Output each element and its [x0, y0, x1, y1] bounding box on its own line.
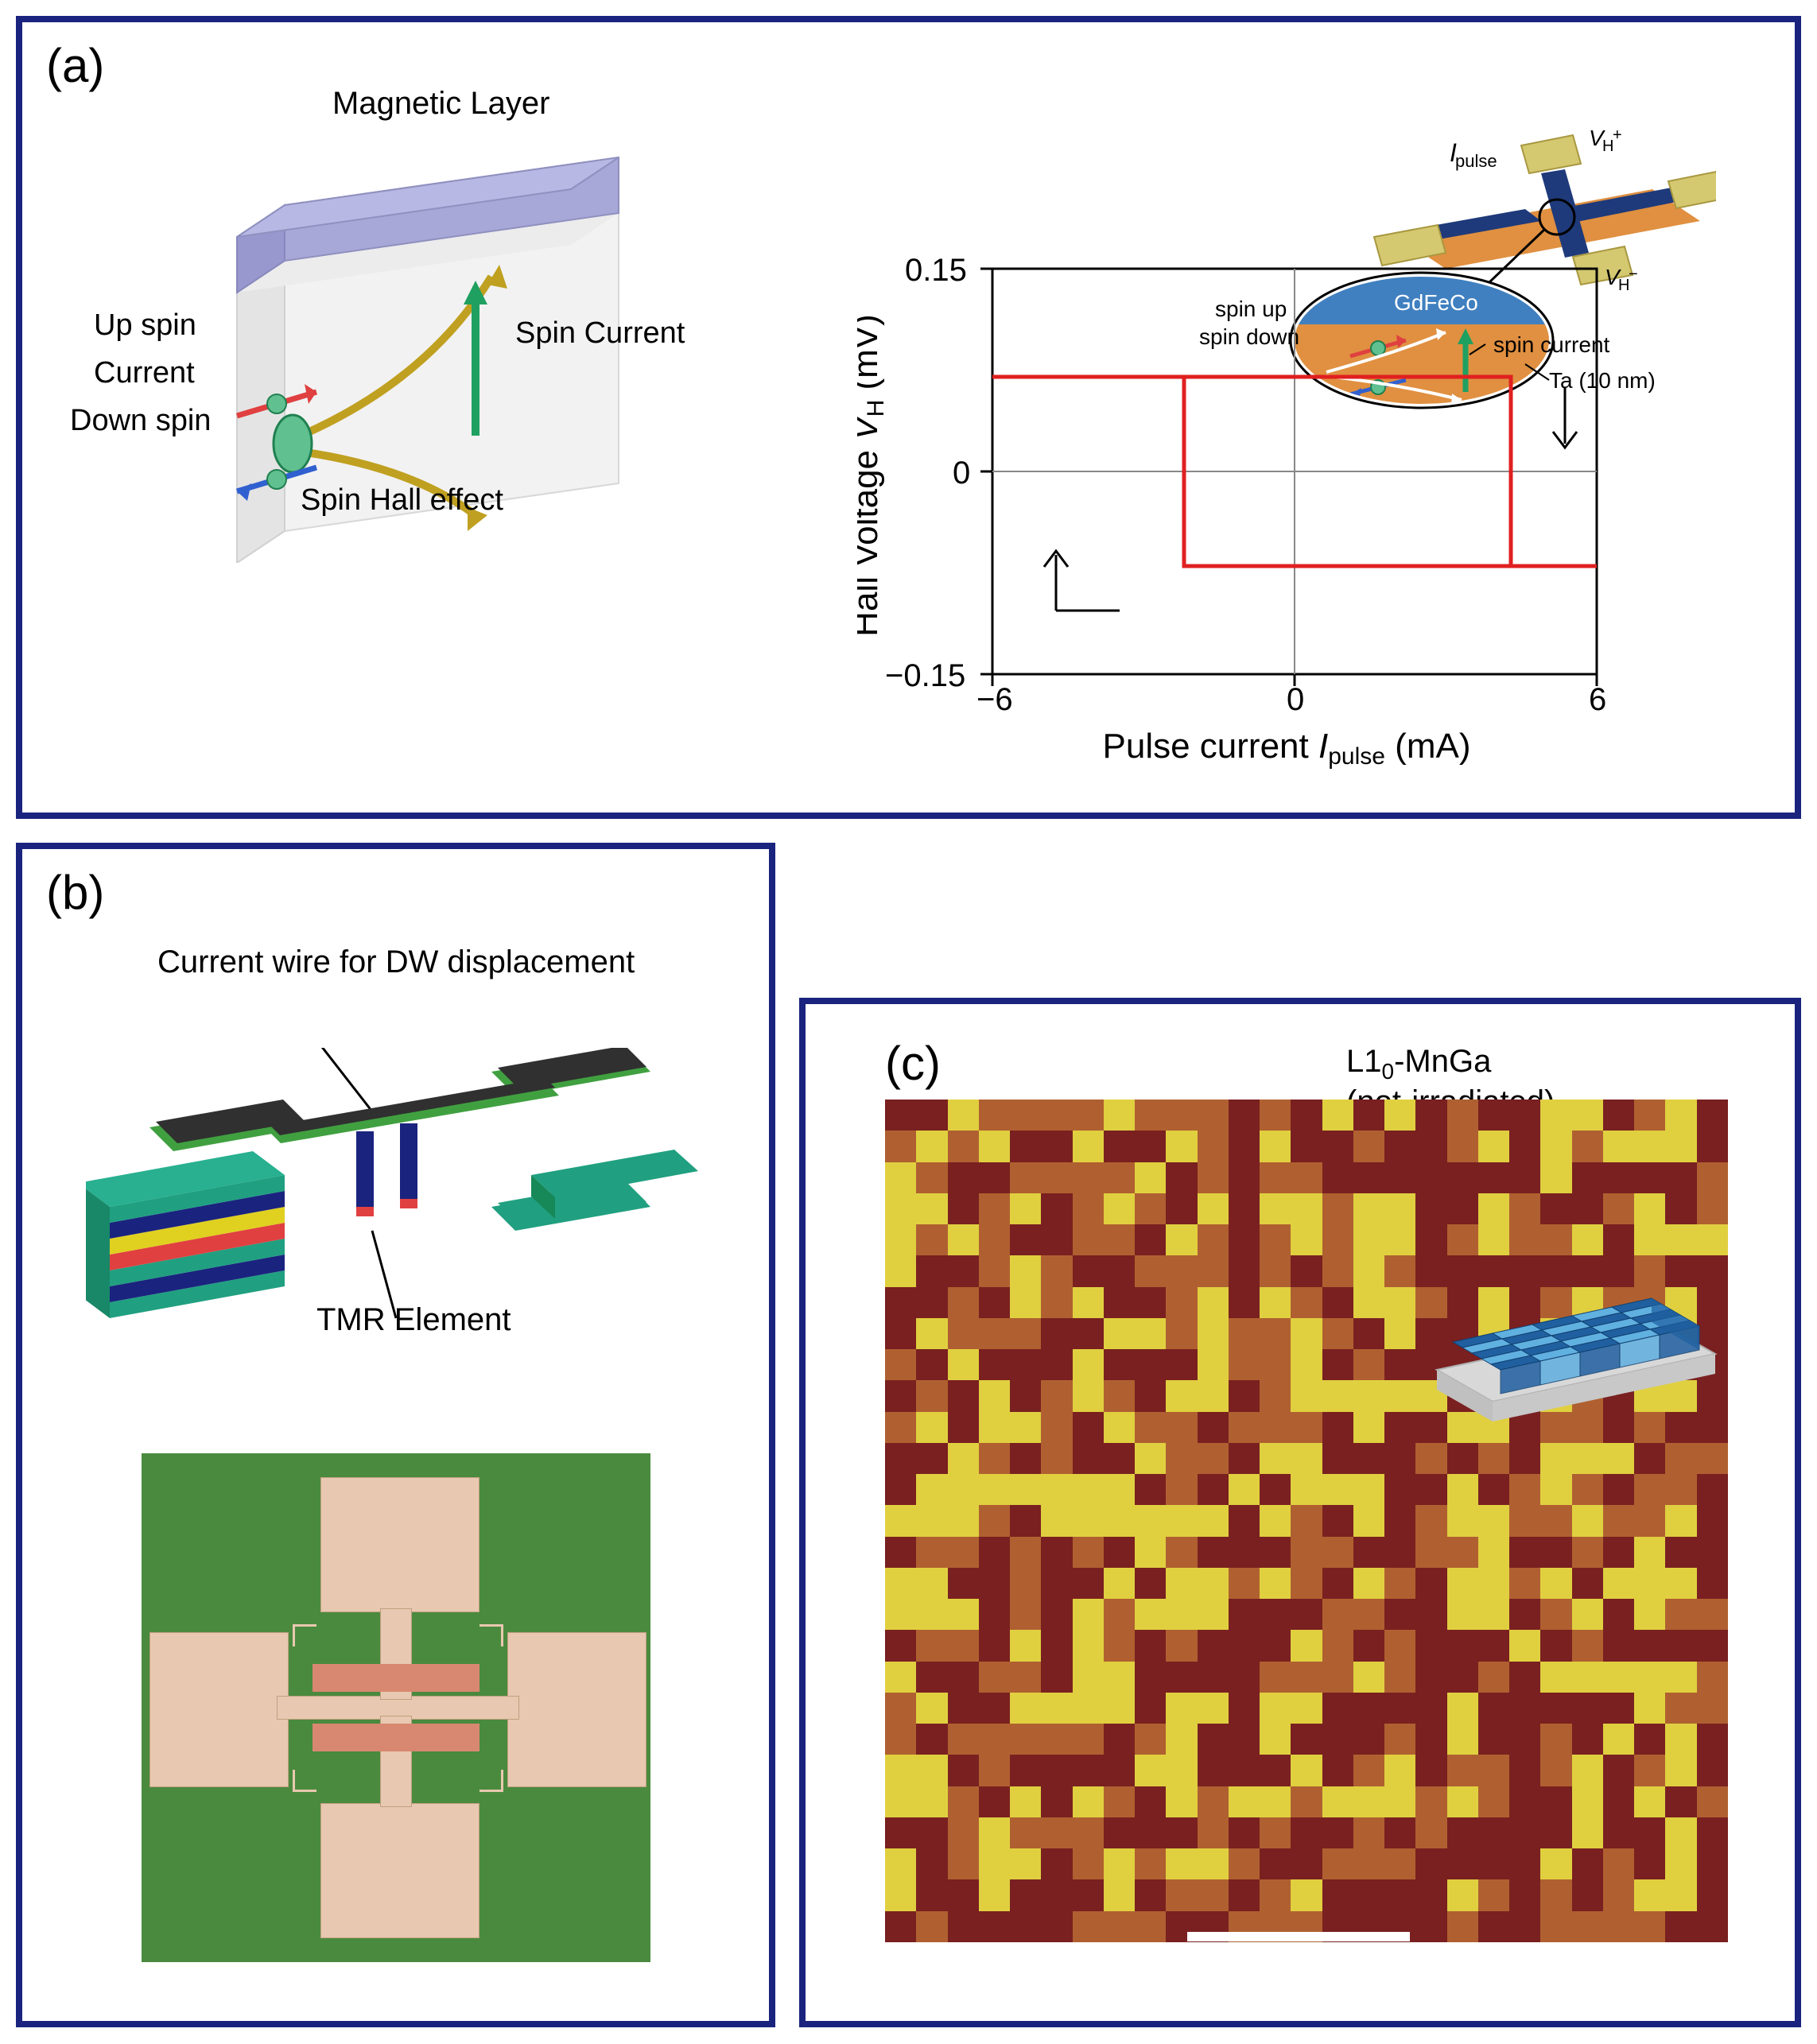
- current-label: Current: [94, 356, 195, 390]
- ylabel: Hall Voltage VH (mV): [857, 314, 889, 637]
- dw-device-schematic: [86, 1048, 722, 1382]
- scale-bar-label: 500 nm: [1203, 1945, 1330, 1989]
- ytick-0: 0: [953, 456, 970, 491]
- magnetic-layer-label: Magnetic Layer: [332, 86, 549, 122]
- scale-bar: [1187, 1932, 1410, 1941]
- panel-c-label: (c): [885, 1036, 941, 1091]
- xtick-0: 0: [1287, 682, 1304, 717]
- ipulse-sub: pulse: [1455, 151, 1497, 171]
- gdfeco-label: GdFeCo: [1394, 290, 1478, 315]
- svg-text:+: +: [1613, 126, 1622, 144]
- spin-hall-effect-label: Spin Hall effect: [301, 483, 503, 518]
- panel-b: (b) Current wire for DW displacement TMR…: [16, 843, 775, 2027]
- panel-c: (c) A1-MnGa (irradiated) L10-MnGa(not-ir…: [799, 998, 1801, 2027]
- xlabel: Pulse current Ipulse (mA): [1103, 727, 1471, 770]
- mnga-3d-block: [1413, 1211, 1731, 1418]
- spin-up-text: spin up: [1215, 297, 1287, 321]
- spin-down-text: spin down: [1199, 324, 1299, 349]
- chart-svg: I pulse V H + V H − GdFeCo: [857, 70, 1716, 770]
- xtick-6: 6: [1589, 682, 1606, 717]
- spin-current-label: Spin Current: [515, 316, 685, 351]
- panel-a-label: (a): [46, 38, 104, 93]
- down-spin-label: Down spin: [70, 404, 211, 438]
- dw-wire-label: Current wire for DW displacement: [157, 944, 635, 980]
- xtick-neg6: −6: [976, 682, 1013, 717]
- ytick-hi: 0.15: [905, 253, 967, 288]
- ytick-lo: −0.15: [885, 658, 965, 693]
- panel-b-label: (b): [46, 865, 104, 920]
- hall-chart: I pulse V H + V H − GdFeCo: [857, 70, 1716, 770]
- optical-micrograph: [142, 1453, 650, 1962]
- panel-a: (a): [16, 16, 1801, 819]
- svg-text:−: −: [1629, 266, 1638, 283]
- up-spin-label: Up spin: [94, 308, 196, 343]
- spin-current-text: spin current: [1493, 332, 1610, 357]
